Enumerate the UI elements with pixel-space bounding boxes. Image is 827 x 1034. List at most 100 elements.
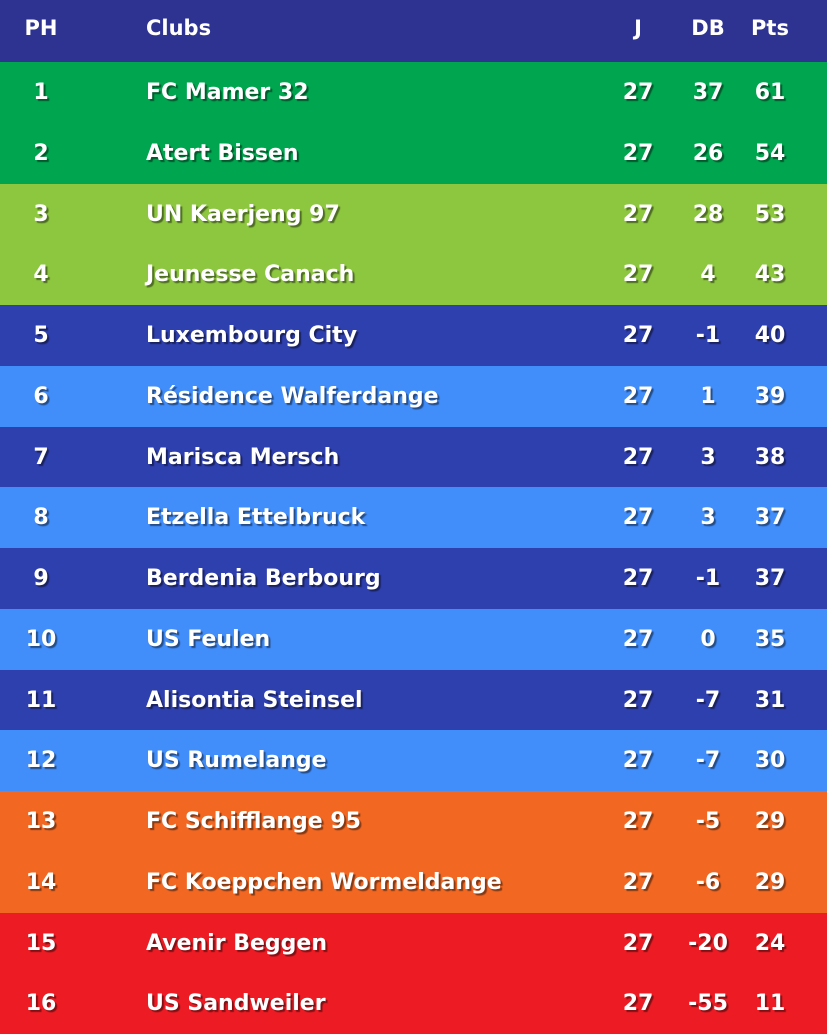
row-club-name: FC Mamer 32: [146, 80, 309, 105]
row-position: 11: [25, 687, 57, 713]
row-played: 27: [622, 140, 654, 166]
row-club-name: UN Kaerjeng 97: [146, 201, 340, 227]
row-goal-difference: -55: [688, 991, 728, 1017]
row-position: 14: [25, 869, 57, 895]
row-played: 27: [622, 505, 654, 531]
row-club-name: FC Koeppchen Wormeldange: [146, 869, 502, 895]
header-points: Pts: [751, 16, 789, 40]
table-row: 7 Marisca Mersch 27 3 38: [0, 426, 827, 488]
row-points: 37: [754, 505, 786, 531]
row-points: 29: [754, 809, 786, 834]
row-goal-difference: 3: [700, 505, 716, 531]
row-club-name: US Rumelange: [146, 748, 327, 774]
row-goal-difference: 3: [700, 444, 716, 470]
row-points: 30: [754, 748, 786, 774]
row-points: 40: [754, 323, 786, 348]
row-goal-difference: -7: [695, 748, 721, 774]
row-points: 24: [754, 930, 786, 956]
row-played: 27: [622, 687, 654, 713]
row-played: 27: [622, 201, 654, 227]
table-header: PH Clubs J DB Pts: [0, 0, 827, 62]
row-played: 27: [622, 444, 654, 470]
row-club-name: US Sandweiler: [146, 991, 326, 1017]
header-goal-difference: DB: [691, 16, 725, 40]
row-position: 3: [33, 201, 49, 227]
row-goal-difference: 0: [700, 626, 716, 652]
row-goal-difference: 26: [692, 140, 724, 166]
row-position: 10: [25, 626, 57, 652]
row-position: 7: [33, 444, 49, 470]
row-played: 27: [622, 262, 654, 288]
row-club-name: Marisca Mersch: [146, 444, 340, 470]
row-points: 39: [754, 383, 786, 409]
table-row: 9 Berdenia Berbourg 27 -1 37: [0, 548, 827, 609]
row-goal-difference: -7: [695, 687, 721, 713]
table-row: 6 Résidence Walferdange 27 1 39: [0, 365, 827, 427]
row-points: 37: [754, 566, 786, 591]
row-position: 1: [33, 80, 49, 105]
table-row: 4 Jeunesse Canach 27 4 43: [0, 244, 827, 306]
row-club-name: US Feulen: [146, 626, 271, 652]
table-row: 12 US Rumelange 27 -7 30: [0, 730, 827, 792]
row-goal-difference: -5: [695, 809, 721, 834]
row-position: 16: [25, 991, 57, 1017]
table-row: 14 FC Koeppchen Wormeldange 27 -6 29: [0, 851, 827, 913]
row-position: 12: [25, 748, 57, 774]
row-points: 11: [754, 991, 786, 1017]
row-club-name: Etzella Ettelbruck: [146, 505, 366, 531]
row-played: 27: [622, 991, 654, 1017]
row-goal-difference: -1: [695, 566, 721, 591]
row-goal-difference: 4: [700, 262, 716, 288]
row-played: 27: [622, 930, 654, 956]
row-goal-difference: -6: [695, 869, 721, 895]
table-row: 8 Etzella Ettelbruck 27 3 37: [0, 487, 827, 549]
row-club-name: Atert Bissen: [146, 140, 299, 166]
table-row: 15 Avenir Beggen 27 -20 24: [0, 912, 827, 974]
row-position: 8: [33, 505, 49, 531]
row-position: 13: [25, 809, 57, 834]
row-played: 27: [622, 869, 654, 895]
table-row: 16 US Sandweiler 27 -55 11: [0, 973, 827, 1034]
row-position: 15: [25, 930, 57, 956]
row-points: 43: [754, 262, 786, 288]
row-points: 31: [754, 687, 786, 713]
row-played: 27: [622, 323, 654, 348]
row-club-name: Jeunesse Canach: [146, 262, 355, 288]
row-goal-difference: -1: [695, 323, 721, 348]
row-club-name: FC Schifflange 95: [146, 809, 361, 834]
row-played: 27: [622, 809, 654, 834]
row-played: 27: [622, 748, 654, 774]
row-goal-difference: 1: [700, 383, 716, 409]
row-club-name: Luxembourg City: [146, 323, 358, 348]
table-row: 5 Luxembourg City 27 -1 40: [0, 305, 827, 366]
row-points: 29: [754, 869, 786, 895]
row-goal-difference: 37: [692, 80, 724, 105]
row-club-name: Alisontia Steinsel: [146, 687, 363, 713]
table-row: 2 Atert Bissen 27 26 54: [0, 122, 827, 184]
row-goal-difference: -20: [688, 930, 728, 956]
row-points: 53: [754, 201, 786, 227]
table-row: 10 US Feulen 27 0 35: [0, 608, 827, 670]
row-played: 27: [622, 566, 654, 591]
header-club: Clubs: [146, 16, 212, 40]
row-club-name: Résidence Walferdange: [146, 383, 439, 409]
row-points: 61: [754, 80, 786, 105]
table-row: 3 UN Kaerjeng 97 27 28 53: [0, 183, 827, 245]
row-goal-difference: 28: [692, 201, 724, 227]
row-club-name: Berdenia Berbourg: [146, 566, 381, 591]
row-position: 9: [33, 566, 49, 591]
row-points: 38: [754, 444, 786, 470]
row-position: 2: [33, 140, 49, 166]
row-points: 54: [754, 140, 786, 166]
row-position: 4: [33, 262, 49, 288]
row-played: 27: [622, 626, 654, 652]
row-played: 27: [622, 383, 654, 409]
row-club-name: Avenir Beggen: [146, 930, 327, 956]
row-position: 5: [33, 323, 49, 348]
row-position: 6: [33, 383, 49, 409]
table-row: 1 FC Mamer 32 27 37 61: [0, 62, 827, 123]
header-played: J: [634, 16, 642, 40]
table-row: 13 FC Schifflange 95 27 -5 29: [0, 791, 827, 852]
header-position: PH: [24, 16, 58, 40]
